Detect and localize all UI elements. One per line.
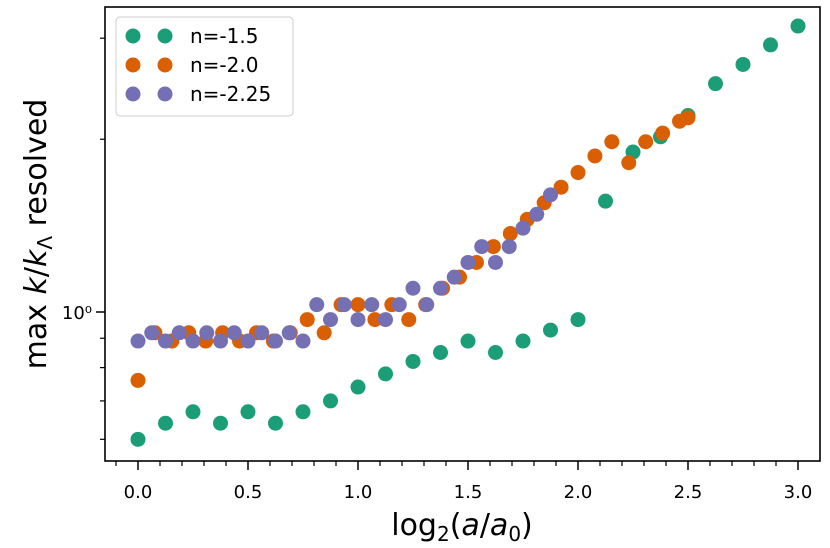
data-point xyxy=(350,297,366,313)
data-point xyxy=(364,297,380,313)
data-point xyxy=(309,297,325,313)
legend-marker xyxy=(125,57,141,73)
data-point xyxy=(378,366,393,382)
y-axis: 10⁰ xyxy=(62,37,105,440)
data-point xyxy=(240,404,256,420)
legend-marker xyxy=(125,28,141,44)
data-point xyxy=(485,239,501,255)
data-point xyxy=(130,333,146,349)
data-point xyxy=(254,325,270,341)
x-tick-label: 2.0 xyxy=(564,482,593,503)
legend-label: n=-2.0 xyxy=(190,53,258,77)
data-point xyxy=(405,353,421,369)
x-tick-label: 1.0 xyxy=(344,482,373,503)
data-point xyxy=(401,312,417,328)
data-point xyxy=(213,415,228,431)
data-point xyxy=(213,333,228,349)
x-axis-label: log2(a/a0) xyxy=(391,508,533,546)
data-point xyxy=(488,345,503,361)
data-point xyxy=(553,179,569,195)
data-point xyxy=(226,325,242,341)
data-point xyxy=(433,280,448,296)
data-point xyxy=(171,325,187,341)
data-points xyxy=(130,18,806,447)
data-point xyxy=(295,404,311,420)
data-point xyxy=(419,297,435,313)
data-point xyxy=(144,325,160,341)
data-point xyxy=(185,333,201,349)
legend-marker xyxy=(157,28,173,44)
data-point xyxy=(268,415,283,431)
data-point xyxy=(336,297,352,313)
data-point xyxy=(570,165,586,181)
data-point xyxy=(460,333,476,349)
legend-marker xyxy=(125,86,141,102)
data-point xyxy=(350,379,366,395)
data-point xyxy=(474,239,490,255)
data-point xyxy=(680,110,696,126)
data-point xyxy=(708,76,723,92)
data-point xyxy=(323,393,338,409)
data-point xyxy=(543,322,558,338)
series-2 xyxy=(130,187,558,349)
data-point xyxy=(604,134,620,150)
data-point xyxy=(621,155,637,171)
data-point xyxy=(460,254,476,270)
data-point xyxy=(199,325,215,341)
data-point xyxy=(598,193,613,209)
data-point xyxy=(391,297,407,313)
y-axis-label: max k/kΛ resolved xyxy=(19,99,57,370)
data-point xyxy=(570,312,586,328)
data-point xyxy=(446,269,462,285)
data-point xyxy=(378,312,393,328)
data-point xyxy=(350,312,366,328)
data-point xyxy=(763,37,778,53)
data-point xyxy=(587,148,603,164)
data-point xyxy=(281,325,297,341)
x-tick-label: 1.5 xyxy=(454,482,483,503)
data-point xyxy=(158,415,173,431)
x-axis: 0.0 0.5 1.0 1.5 2.0 2.5 3.0 xyxy=(115,461,813,503)
data-point xyxy=(240,333,256,349)
data-point xyxy=(299,312,315,328)
legend-marker xyxy=(157,86,173,102)
x-tick-label: 2.5 xyxy=(674,482,703,503)
data-point xyxy=(735,56,751,72)
data-point xyxy=(515,220,531,236)
data-point xyxy=(130,372,146,388)
data-point xyxy=(185,404,201,420)
legend-label: n=-1.5 xyxy=(190,24,258,48)
data-point xyxy=(268,333,283,349)
data-point xyxy=(515,333,531,349)
data-point xyxy=(295,333,311,349)
data-point xyxy=(316,325,332,341)
data-point xyxy=(488,254,503,270)
x-tick-label: 0.5 xyxy=(234,482,263,503)
x-tick-label: 0.0 xyxy=(124,482,153,503)
legend-marker xyxy=(157,57,173,73)
data-point xyxy=(433,345,448,361)
y-tick-label: 10⁰ xyxy=(62,303,92,324)
data-point xyxy=(529,206,545,222)
data-point xyxy=(501,239,517,255)
data-point xyxy=(367,312,383,328)
data-point xyxy=(323,312,338,328)
data-point xyxy=(655,125,671,141)
legend: n=-1.5 n=-2.0 n=-2.25 xyxy=(115,16,294,117)
data-point xyxy=(130,431,146,447)
legend-label: n=-2.25 xyxy=(190,82,271,106)
x-tick-label: 3.0 xyxy=(784,482,813,503)
data-point xyxy=(158,333,173,349)
data-point xyxy=(405,280,421,296)
data-point xyxy=(543,187,558,203)
data-point xyxy=(502,226,518,242)
data-point xyxy=(638,134,654,150)
data-point xyxy=(790,18,806,34)
